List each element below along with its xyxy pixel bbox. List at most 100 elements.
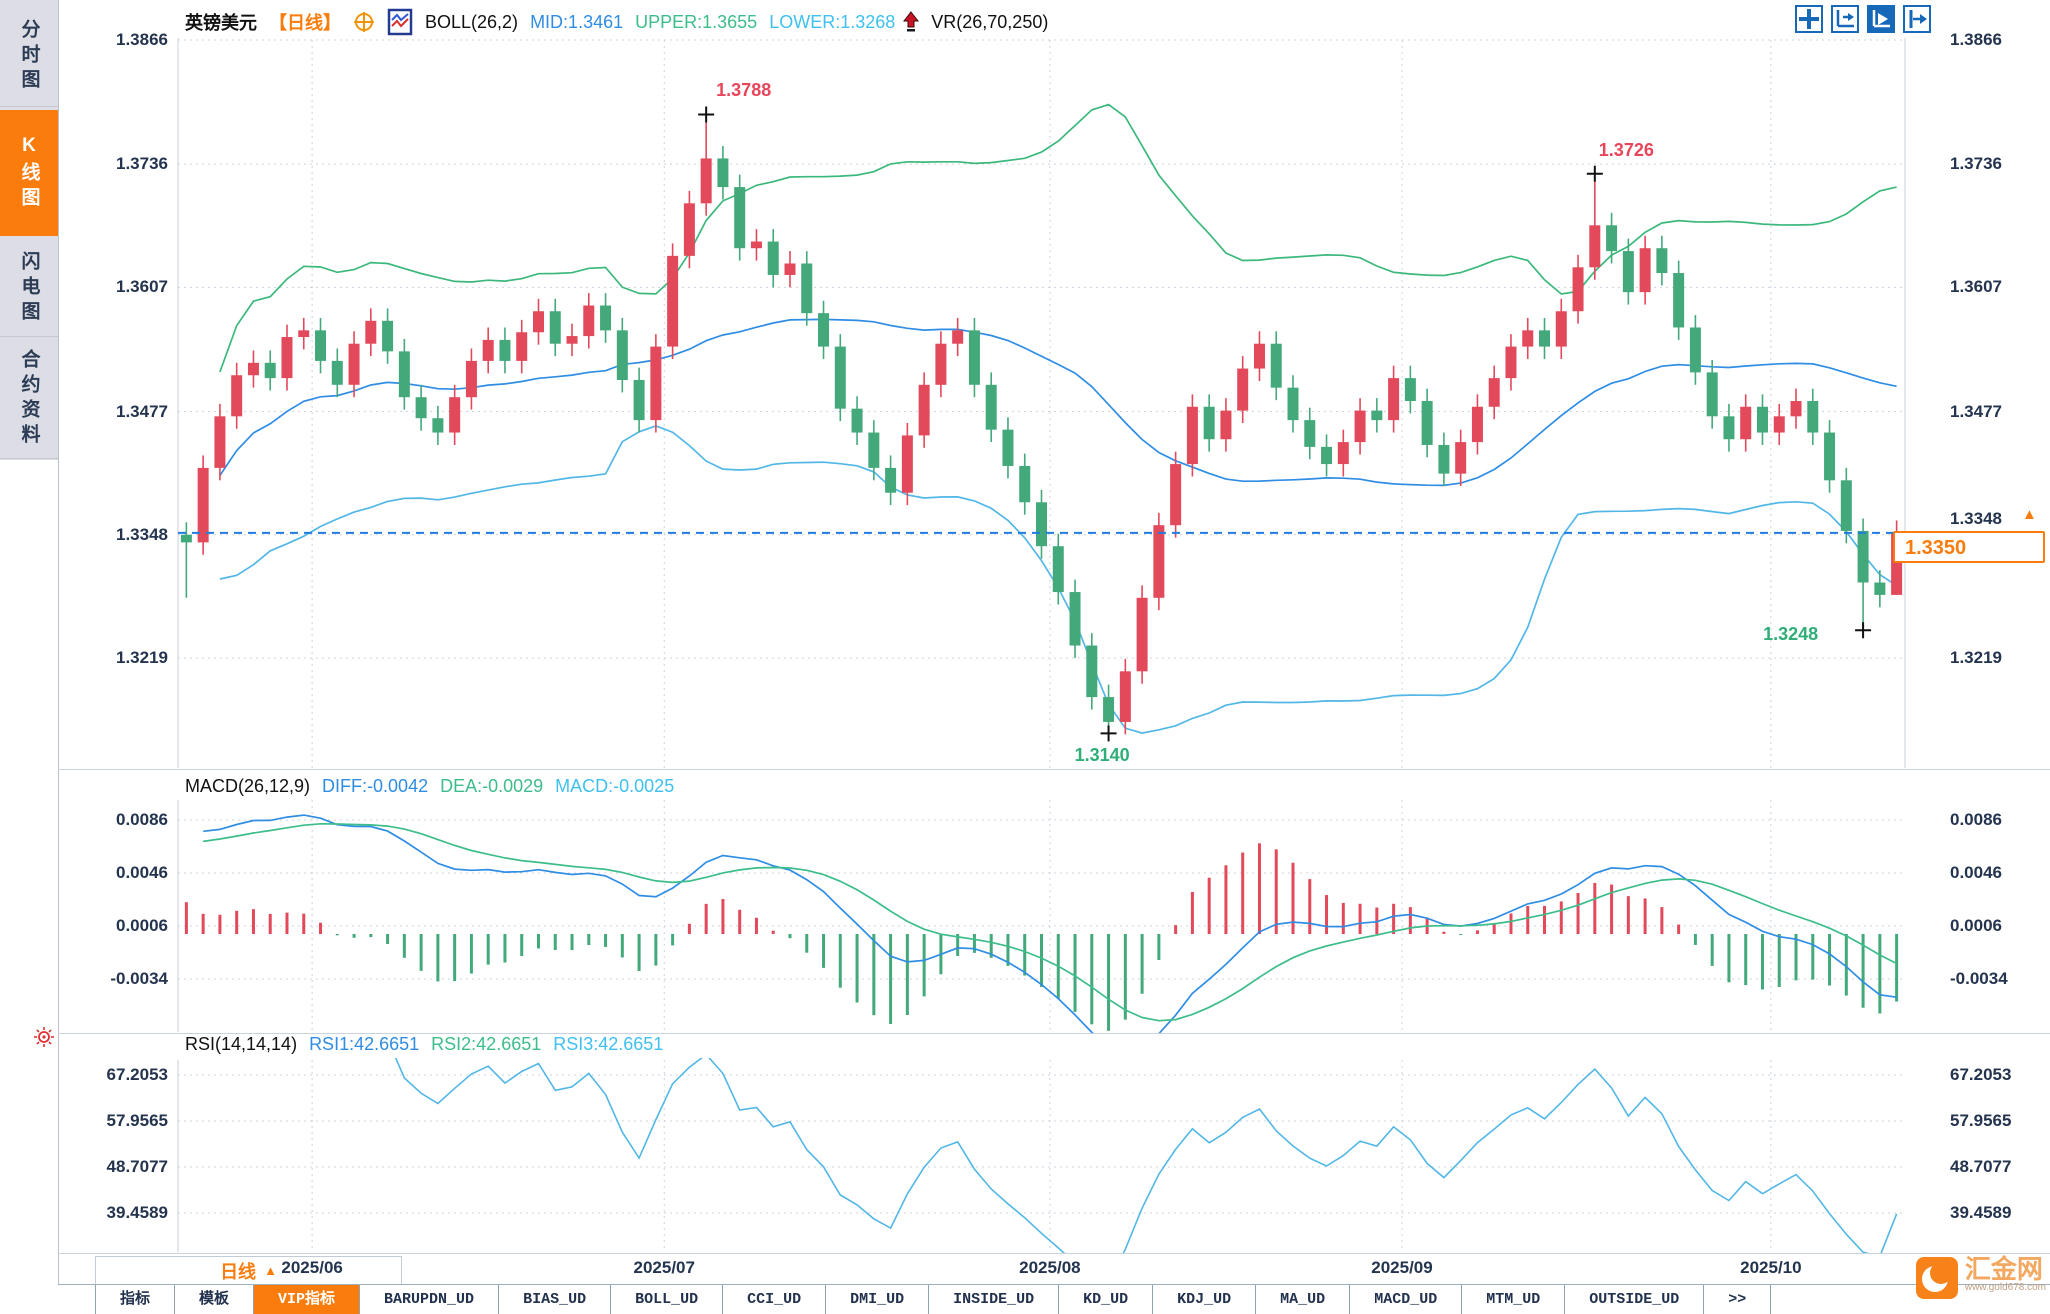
chart-toolbar (1795, 5, 1931, 33)
price-annotation: 1.3140 (1074, 745, 1130, 766)
price-axis-label-right: 1.3866 (1950, 30, 2002, 49)
main-macd-divider (58, 769, 2050, 770)
macd-axis-label-right: 0.0006 (1950, 916, 2002, 936)
period-tag: 【日线】 (269, 13, 341, 33)
macd-rsi-divider (58, 1033, 2050, 1034)
price-axis-label-left: 1.3477 (116, 401, 168, 421)
indicator-lamp-icon[interactable] (32, 1026, 56, 1050)
indicator-chart-icon[interactable] (387, 8, 413, 36)
crosshair-icon[interactable] (353, 11, 375, 33)
macd-macd-value: MACD:-0.0025 (555, 776, 675, 796)
rsi-indicator-label: RSI(14,14,14) (185, 1034, 298, 1054)
logo-icon (1915, 1256, 1959, 1300)
indicator-tab-bar: 指标 模板 VIP指标 BARUPDN_UD BIAS_UD BOLL_UD CCI_UD D… (58, 1284, 2050, 1314)
price-axis-label-right: 1.3736 (1950, 154, 2002, 174)
bottom-tab[interactable]: 模板 (175, 1285, 255, 1314)
bottom-tab[interactable]: BARUPDN_UD (360, 1285, 500, 1314)
auto-scroll-icon[interactable] (1867, 5, 1895, 33)
timeframe-arrow-icon: ▲ (264, 1263, 277, 1278)
rsi-axis-label-right: 57.9565 (1950, 1110, 2012, 1130)
macd-axis-label-right: 0.0046 (1950, 863, 2002, 883)
price-annotation: 1.3248 (1763, 624, 1819, 645)
rsi1-value: RSI1:42.6651 (309, 1034, 420, 1054)
pan-crosshair-icon[interactable] (1795, 5, 1823, 33)
current-price-value: 1.3350 (1905, 536, 1967, 559)
sidebar-item-2[interactable]: K线图 (0, 110, 58, 236)
price-axis-label-right: 1.3477 (1950, 401, 2002, 421)
macd-axis-label-right: -0.0034 (1950, 969, 2008, 989)
main-chart-header: 英镑美元 【日线】 BOLL(26,2) MID:1.3461 UPPER:1.… (185, 8, 1048, 36)
macd-axis-label-left: 0.0086 (116, 810, 168, 830)
site-logo: 汇金网 www.gold678.com (1915, 1256, 2046, 1300)
bottom-tab[interactable]: MACD_UD (1350, 1285, 1463, 1314)
bottom-tab[interactable]: INSIDE_UD (929, 1285, 1060, 1314)
bottom-tab[interactable]: KDJ_UD (1153, 1285, 1257, 1314)
rsi-axis-label-left: 39.4589 (106, 1202, 168, 1222)
macd-panel-header: MACD(26,12,9) DIFF:-0.0042 DEA:-0.0029 M… (185, 776, 674, 797)
price-axis-label-left: 1.3866 (116, 30, 168, 49)
timeframe-label: 日线 (220, 1261, 257, 1282)
macd-indicator-label: MACD(26,12,9) (185, 776, 311, 796)
rsi-axis-label-right: 67.2053 (1950, 1065, 2012, 1084)
rsi-axis-label-left: 57.9565 (106, 1110, 168, 1130)
sidebar-item-3[interactable]: 闪电图 (0, 240, 58, 337)
price-axis-label-left: 1.3348 (116, 524, 168, 544)
axis-fit-icon[interactable] (1831, 5, 1859, 33)
rsi-axis-label-left: 67.2053 (106, 1065, 168, 1084)
jump-latest-icon[interactable] (1903, 5, 1931, 33)
price-axis-label-left: 1.3219 (116, 647, 168, 667)
left-sidebar: 分时图 K线图 闪电图 合约资料 (0, 0, 59, 1314)
price-axis-label-left: 1.3607 (116, 277, 168, 297)
logo-title: 汇金网 (1964, 1254, 2043, 1284)
boll-lower-value: LOWER:1.3268 (769, 11, 896, 32)
boll-upper-value: UPPER:1.3655 (635, 11, 758, 32)
boll-mid-value: MID:1.3461 (530, 11, 624, 32)
macd-diff-value: DIFF:-0.0042 (322, 776, 429, 796)
bottom-tab[interactable]: 指标 (95, 1285, 176, 1314)
indicator-tabs: 指标 模板 VIP指标 BARUPDN_UD BIAS_UD BOLL_UD CCI_UD D… (95, 1285, 2050, 1314)
symbol-name: 英镑美元 (185, 13, 257, 33)
boll-indicator-label: BOLL(26,2) (425, 11, 519, 32)
bottom-tab[interactable]: BOLL_UD (611, 1285, 724, 1314)
bottom-tab[interactable]: OUTSIDE_UD (1565, 1285, 1705, 1314)
rsi-axis-label-left: 48.7077 (106, 1156, 168, 1176)
bottom-tab[interactable]: MA_UD (1256, 1285, 1351, 1314)
bottom-tab[interactable]: DMI_UD (826, 1285, 930, 1314)
macd-dea-value: DEA:-0.0029 (440, 776, 544, 796)
price-axis-label-right: 1.3219 (1950, 647, 2002, 667)
macd-axis-label-left: 0.0006 (116, 916, 168, 936)
sidebar-item-4[interactable]: 合约资料 (0, 340, 58, 459)
x-axis-date-label: 2025/08 (1019, 1258, 1081, 1277)
rsi-axis-label-right: 48.7077 (1950, 1156, 2012, 1176)
rsi2-value: RSI2:42.6651 (431, 1034, 542, 1054)
x-axis-date-label: 2025/09 (1371, 1258, 1433, 1277)
rsi3-value: RSI3:42.6651 (553, 1034, 664, 1054)
vr-indicator-label: VR(26,70,250) (931, 11, 1049, 32)
bottom-tab[interactable]: MTM_UD (1462, 1285, 1566, 1314)
price-axis-label-right: 1.3348 (1950, 508, 2002, 528)
bottom-tab[interactable]: >> (1704, 1285, 1772, 1314)
price-annotation: 1.3788 (716, 80, 772, 101)
timeframe-button[interactable]: 日线 ▲ (95, 1256, 402, 1285)
macd-axis-label-left: 0.0046 (116, 863, 168, 883)
rsi-bottom-divider (58, 1253, 2050, 1254)
sidebar-item-1[interactable]: 分时图 (0, 6, 58, 107)
macd-axis-label-left: -0.0034 (110, 969, 168, 989)
price-axis-label-right: 1.3607 (1950, 277, 2002, 297)
bottom-tab[interactable]: KD_UD (1059, 1285, 1154, 1314)
bottom-tab[interactable]: VIP指标 (254, 1285, 361, 1314)
red-up-arrow-icon (903, 11, 920, 33)
x-axis-date-label: 2025/07 (633, 1258, 695, 1277)
macd-axis-label-right: 0.0086 (1950, 810, 2002, 830)
price-up-arrow-icon: ▲ (2022, 506, 2037, 523)
x-axis-date-label: 2025/06 (281, 1258, 343, 1277)
rsi-axis-label-right: 39.4589 (1950, 1202, 2012, 1222)
rsi-panel-header: RSI(14,14,14) RSI1:42.6651 RSI2:42.6651 … (185, 1034, 663, 1055)
logo-subtitle: www.gold678.com (1964, 1282, 2046, 1293)
bottom-tab[interactable]: CCI_UD (723, 1285, 827, 1314)
price-axis-label-left: 1.3736 (116, 154, 168, 174)
bottom-tab[interactable]: BIAS_UD (499, 1285, 612, 1314)
x-axis-date-label: 2025/10 (1740, 1258, 1802, 1277)
